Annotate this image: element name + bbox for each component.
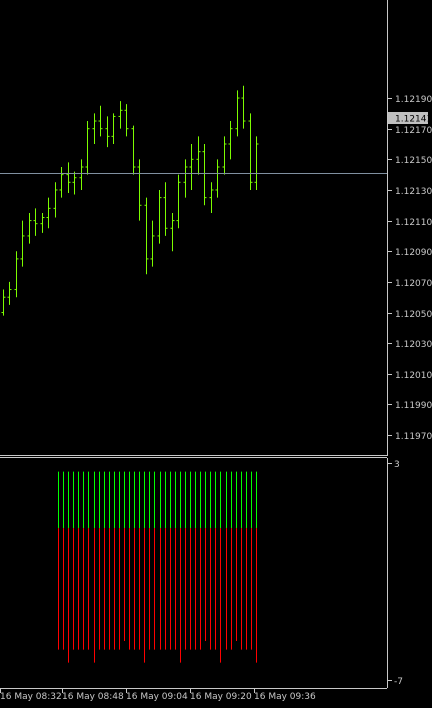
ohlc-bar xyxy=(124,104,129,137)
ohlc-bar xyxy=(1,289,6,316)
ohlc-bar xyxy=(72,171,77,195)
ohlc-bar xyxy=(144,197,149,275)
ohlc-bar xyxy=(111,113,116,145)
ohlc-bar xyxy=(248,113,253,190)
ohlc-bar xyxy=(137,159,142,221)
price-axis-label: 1.12110 xyxy=(395,218,432,228)
ohlc-bar xyxy=(183,159,188,198)
price-axis-label: 1.12010 xyxy=(395,371,432,381)
ohlc-bar xyxy=(7,281,12,305)
indicator-bars-group xyxy=(58,471,257,663)
ohlc-bar xyxy=(241,85,246,129)
ohlc-bar xyxy=(228,121,233,160)
ohlc-bar xyxy=(14,251,19,298)
time-axis-ticks: 16 May 08:32 16 May 08:48 16 May 09:04 16 M… xyxy=(0,688,316,702)
ohlc-bar xyxy=(79,159,84,190)
ohlc-bar xyxy=(170,212,175,252)
time-axis-label: 16 May 08:32 xyxy=(0,692,62,702)
ohlc-bar xyxy=(235,90,240,137)
current-price-label: 1.12141 xyxy=(395,115,432,125)
price-axis-label: 1.12170 xyxy=(395,126,432,136)
price-axis-label: 1.12130 xyxy=(395,187,432,197)
price-bars-group xyxy=(1,85,259,316)
price-axis-label: 1.12190 xyxy=(395,95,432,105)
ohlc-bar xyxy=(46,197,51,229)
ohlc-bar xyxy=(222,136,227,175)
price-axis-label: 1.12050 xyxy=(395,310,432,320)
ohlc-bar xyxy=(209,182,214,213)
price-axis-label: 1.11990 xyxy=(395,401,432,411)
ohlc-bar xyxy=(66,162,71,194)
ohlc-bar xyxy=(202,144,207,206)
ohlc-bar xyxy=(196,136,201,175)
ohlc-bar xyxy=(40,212,45,233)
ohlc-bar xyxy=(20,220,25,267)
ohlc-bar xyxy=(150,220,155,267)
time-axis-label: 16 May 09:04 xyxy=(126,692,188,702)
price-axis-label: 1.12090 xyxy=(395,248,432,258)
time-axis-label: 16 May 08:48 xyxy=(62,692,124,702)
indicator-pane[interactable]: 3 -7 xyxy=(58,458,403,688)
ohlc-bar xyxy=(189,144,194,190)
price-pane[interactable]: 1.12190 1.12170 1.12150 1.12130 1.12110 1.120… xyxy=(0,0,432,456)
ohlc-bar xyxy=(157,189,162,244)
price-axis-label: 1.11970 xyxy=(395,432,432,442)
ohlc-bar xyxy=(53,182,58,218)
current-price-tag: 1.12141 xyxy=(388,112,432,125)
indicator-axis-label-top: 3 xyxy=(394,460,400,470)
price-axis-label: 1.12150 xyxy=(395,156,432,166)
ohlc-bar xyxy=(27,212,32,244)
ohlc-bar xyxy=(254,136,259,190)
price-axis-ticks: 1.12190 1.12170 1.12150 1.12130 1.12110 1.120… xyxy=(387,95,432,442)
ohlc-bar xyxy=(163,182,168,236)
ohlc-bar xyxy=(215,159,220,198)
ohlc-bar xyxy=(98,105,103,137)
ohlc-bar xyxy=(59,166,64,198)
ohlc-bar xyxy=(105,116,110,148)
time-axis-label: 16 May 09:20 xyxy=(190,692,252,702)
current-price-label-bg xyxy=(388,112,428,124)
ohlc-bar xyxy=(118,101,123,129)
indicator-axis-label-bottom: -7 xyxy=(394,677,403,687)
ohlc-bar xyxy=(92,113,97,145)
ohlc-bar xyxy=(176,174,181,229)
ohlc-bar xyxy=(85,121,90,175)
ohlc-bar xyxy=(33,208,38,236)
time-axis-label: 16 May 09:36 xyxy=(254,692,316,702)
price-axis-label: 1.12030 xyxy=(395,340,432,350)
price-axis-label: 1.12070 xyxy=(395,279,432,289)
ohlc-bar xyxy=(131,125,136,175)
